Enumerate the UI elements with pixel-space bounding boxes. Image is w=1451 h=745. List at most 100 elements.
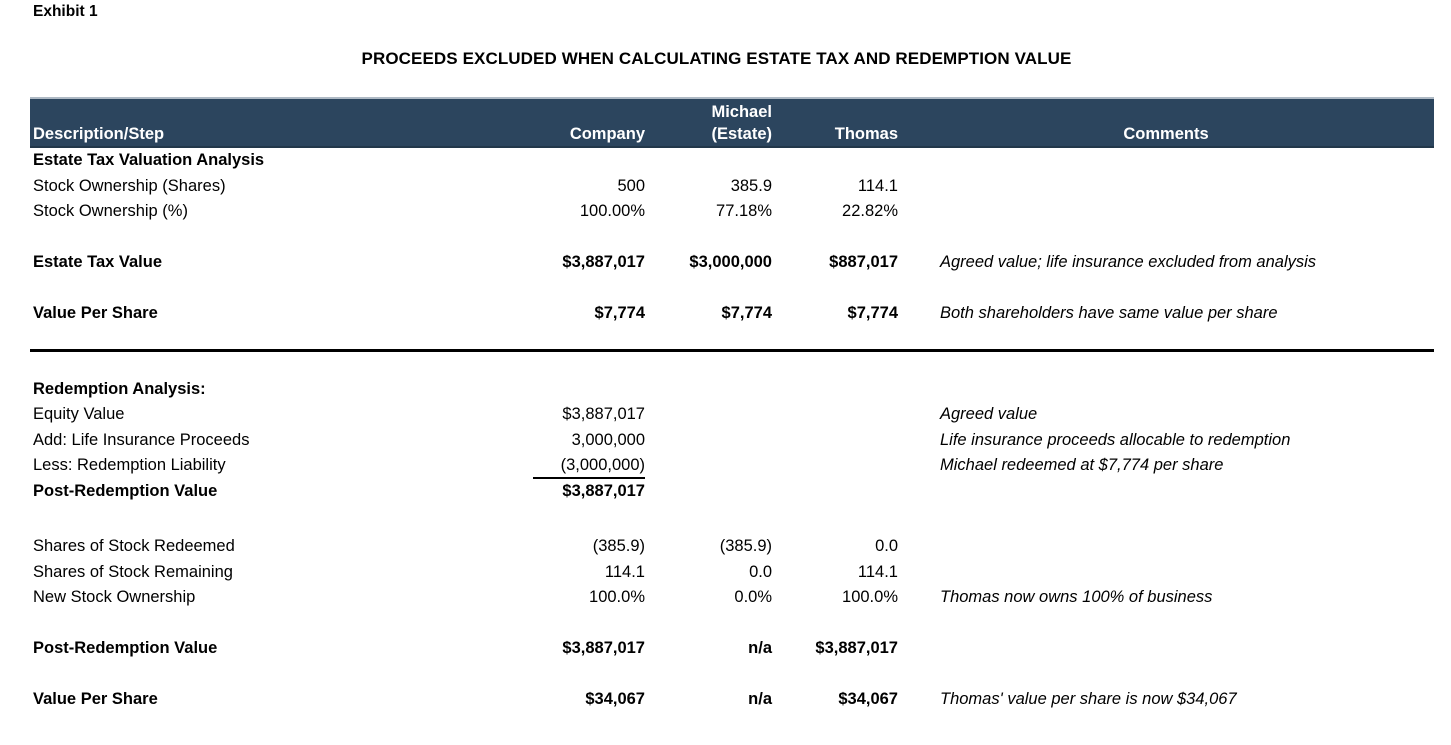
thomas-value [772,402,898,428]
michael-value [645,377,772,403]
comment-text: Thomas now owns 100% of business [940,588,1213,606]
table-row: New Stock Ownership 100.0% 0.0% 100.0% T… [30,585,1434,611]
company-value-cell: (3,000,000) [515,453,645,479]
table-row: Post-Redemption Value $3,887,017 [30,479,1434,505]
page-title: PROCEEDS EXCLUDED WHEN CALCULATING ESTAT… [361,49,1072,68]
table-row: Shares of Stock Remaining 114.1 0.0 114.… [30,560,1434,586]
company-value: $7,774 [594,304,645,322]
header-michael-line2: (Estate) [711,125,772,143]
comment-text [898,560,1434,586]
company-value: (3,000,000) [532,454,645,479]
header-michael-line1: Michael [711,103,772,121]
table-row: Estate Tax Valuation Analysis [30,148,1434,174]
company-value-cell: 500 [515,174,645,200]
comment-text: Life insurance proceeds allocable to red… [940,430,1291,449]
michael-value [645,453,772,479]
table-row: Equity Value $3,887,017 Agreed value [30,402,1434,428]
company-value: $34,067 [585,690,645,708]
thomas-value: 22.82% [842,202,898,220]
company-value-cell: (385.9) [515,534,645,560]
comment-text [898,479,1434,505]
exhibit-table: Description/Step Company Michael (Estate… [30,97,1434,713]
michael-value [645,402,772,428]
header-michael-estate: Michael (Estate) [645,101,772,145]
row-label: Redemption Analysis: [33,379,206,398]
company-value-cell: $3,887,017 [515,479,645,505]
spacer-row [30,662,1434,688]
company-value-cell: 3,000,000 [515,428,645,454]
michael-value: 385.9 [730,176,772,195]
michael-value [645,428,772,454]
company-value-cell: 100.00% [515,199,645,225]
company-value-cell: 114.1 [515,560,645,586]
row-label: Shares of Stock Redeemed [33,537,235,555]
company-value-cell [515,377,645,403]
thomas-value: 100.0% [842,588,898,606]
table-row: Redemption Analysis: [30,377,1434,403]
row-label: New Stock Ownership [33,588,196,606]
table-row: Value Per Share $7,774 $7,774 $7,774 Bot… [30,301,1434,327]
michael-value: $3,000,000 [689,253,772,271]
row-label: Estate Tax Value [33,253,163,271]
table-row: Shares of Stock Redeemed (385.9) (385.9)… [30,534,1434,560]
table-row: Add: Life Insurance Proceeds 3,000,000 L… [30,428,1434,454]
row-label: Post-Redemption Value [33,639,218,657]
company-value-cell: $7,774 [515,301,645,327]
comment-text [898,199,1434,225]
michael-value: n/a [748,690,772,708]
thomas-value [772,148,898,174]
spacer-row [30,611,1434,637]
comment-text [898,148,1434,174]
company-value-cell: $3,887,017 [515,250,645,276]
thomas-value [772,479,898,505]
michael-value: $7,774 [721,304,772,322]
michael-value: 0.0 [749,562,772,581]
spacer-row [30,225,1434,251]
header-comments: Comments [1123,125,1209,143]
michael-value: 77.18% [716,202,772,220]
company-value: (385.9) [592,537,645,555]
thomas-value: 114.1 [857,176,898,195]
thomas-value: $7,774 [847,304,898,322]
michael-value: 0.0% [734,588,772,606]
table-body: Estate Tax Valuation Analysis Stock Owne… [30,148,1434,713]
company-value-cell [515,148,645,174]
header-thomas: Thomas [834,125,898,143]
thomas-value: 114.1 [857,562,898,581]
spacer-row [30,327,1434,349]
section-divider [30,348,1434,352]
comment-text: Agreed value; life insurance excluded fr… [940,253,1317,271]
row-label: Add: Life Insurance Proceeds [33,430,250,449]
company-value-cell: 100.0% [515,585,645,611]
company-value: $3,887,017 [562,481,645,500]
table-header-row: Description/Step Company Michael (Estate… [30,97,1434,148]
michael-value: (385.9) [719,537,772,555]
row-label: Equity Value [33,405,125,423]
row-label: Less: Redemption Liability [33,456,226,474]
michael-value: n/a [748,639,772,657]
comment-text [898,534,1434,560]
thomas-value: $34,067 [838,690,898,708]
michael-value [645,479,772,505]
spacer-row [30,352,1434,377]
thomas-value: 0.0 [875,537,898,555]
comment-text: Thomas' value per share is now $34,067 [940,690,1237,708]
table-row: Stock Ownership (%) 100.00% 77.18% 22.82… [30,199,1434,225]
company-value-cell: $3,887,017 [515,636,645,662]
company-value: $3,887,017 [562,253,645,271]
row-label: Shares of Stock Remaining [33,562,233,581]
company-value: 100.0% [589,588,645,606]
thomas-value: $3,887,017 [815,639,898,657]
company-value: 100.00% [579,202,645,220]
michael-value [645,148,772,174]
row-label: Value Per Share [33,304,158,322]
table-row: Value Per Share $34,067 n/a $34,067 Thom… [30,687,1434,713]
comment-text [898,636,1434,662]
thomas-value [772,428,898,454]
header-company: Company [569,125,645,143]
company-value-cell: $3,887,017 [515,402,645,428]
comment-text [898,377,1434,403]
comment-text: Agreed value [940,405,1038,423]
row-label: Stock Ownership (%) [33,202,188,220]
company-value: $3,887,017 [562,405,645,423]
